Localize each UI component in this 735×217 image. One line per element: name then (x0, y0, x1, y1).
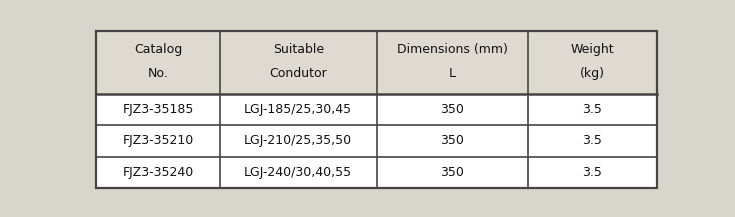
Text: LGJ-185/25,30,45: LGJ-185/25,30,45 (244, 103, 352, 116)
Bar (96, 125, 657, 157)
Text: No.: No. (148, 67, 168, 80)
Text: L: L (449, 67, 456, 80)
Text: LGJ-240/30,40,55: LGJ-240/30,40,55 (244, 166, 352, 179)
Text: 3.5: 3.5 (583, 166, 603, 179)
Text: Catalog: Catalog (134, 43, 182, 56)
Text: 3.5: 3.5 (583, 135, 603, 148)
Text: 350: 350 (440, 103, 465, 116)
Text: Suitable: Suitable (273, 43, 324, 56)
Text: Weight: Weight (570, 43, 614, 56)
Text: 350: 350 (440, 166, 465, 179)
Text: 3.5: 3.5 (583, 103, 603, 116)
Text: (kg): (kg) (580, 67, 605, 80)
Text: LGJ-210/25,35,50: LGJ-210/25,35,50 (244, 135, 352, 148)
Text: Condutor: Condutor (269, 67, 327, 80)
Bar (96, 94, 657, 125)
Text: Dimensions (mm): Dimensions (mm) (397, 43, 508, 56)
Text: 350: 350 (440, 135, 465, 148)
Text: FJZ3-35240: FJZ3-35240 (123, 166, 194, 179)
Text: FJZ3-35210: FJZ3-35210 (123, 135, 194, 148)
Bar (96, 157, 657, 188)
Text: FJZ3-35185: FJZ3-35185 (123, 103, 194, 116)
Bar (96, 31, 657, 94)
